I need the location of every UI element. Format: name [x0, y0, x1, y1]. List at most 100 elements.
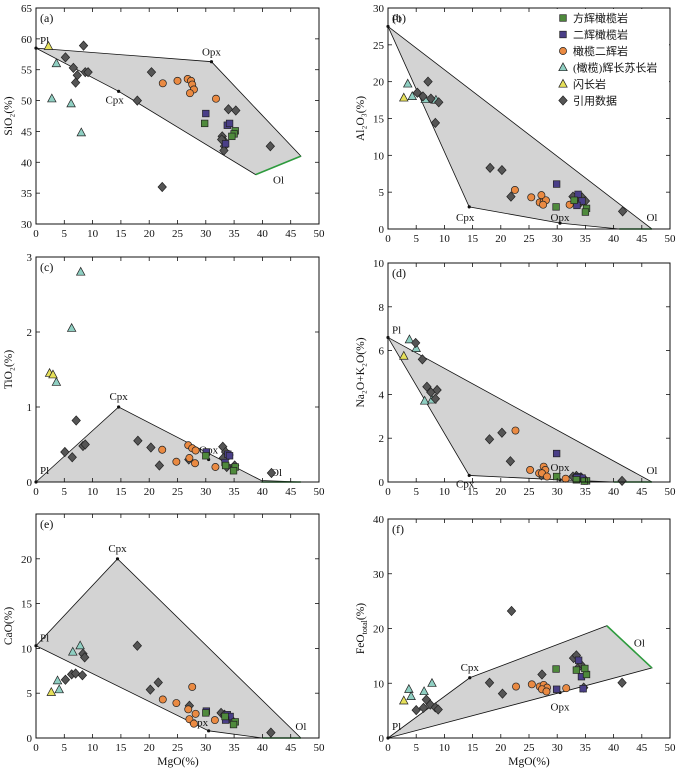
- vertex-dot: [115, 557, 120, 561]
- data-point: [132, 640, 142, 651]
- vertex-dot: [468, 676, 472, 680]
- data-point: [228, 132, 236, 141]
- y-tick-label: 5: [27, 688, 33, 700]
- legend-entry: 二辉橄榄岩: [573, 28, 628, 42]
- x-tick-label: 40: [608, 486, 620, 498]
- y-tick-label: 30: [21, 219, 33, 231]
- x-tick-label: 25: [172, 228, 184, 240]
- x-tick-label: 0: [385, 742, 391, 754]
- data-point: [221, 140, 230, 148]
- vertex-dot: [209, 60, 214, 64]
- x-tick-label: 20: [495, 233, 507, 245]
- y-tick-label: 10: [373, 678, 385, 690]
- data-point: [186, 89, 194, 98]
- data-point: [580, 477, 588, 485]
- x-tick-label: 40: [608, 233, 620, 245]
- data-point: [191, 709, 200, 718]
- vertex-label-opx: Opx: [551, 212, 570, 224]
- vertex-label-opx: Opx: [551, 702, 570, 714]
- y-tick-label: 15: [373, 114, 385, 126]
- x-tick-label: 50: [314, 228, 326, 240]
- data-point: [552, 685, 561, 693]
- vertex-label-ol: Ol: [646, 212, 657, 224]
- x-tick-label: 15: [115, 228, 127, 240]
- legend-entry: 方辉橄榄岩: [573, 11, 628, 25]
- legend-marker: [558, 78, 568, 88]
- data-point: [66, 98, 76, 108]
- chart-panel-b: Pl Cpx Opx Ol 0 5 10 15 20 25 30 35 40 45 50 0 5 10 15 20 25…: [355, 3, 676, 245]
- x-tick-label: 10: [87, 486, 99, 498]
- chart-panel-d: Pl Cpx Opx Ol 0 5 10 15 20 25 30 35 40 45 50 0 2 4 6 8 10 (d)…: [355, 258, 676, 498]
- data-point: [552, 203, 560, 211]
- data-point: [191, 459, 199, 468]
- data-point: [68, 646, 78, 656]
- data-point: [219, 145, 229, 156]
- vertex-label-pl: Pl: [392, 324, 401, 336]
- data-point: [172, 699, 181, 708]
- y-tick-label: 3: [27, 252, 33, 264]
- data-point: [76, 127, 87, 137]
- data-point: [527, 193, 536, 202]
- legend-marker: [558, 62, 568, 72]
- data-point: [225, 452, 234, 460]
- x-tick-label: 5: [62, 228, 68, 240]
- mineral-field-polygon: [387, 625, 653, 739]
- x-tick-label: 45: [636, 233, 648, 245]
- x-tick-label: 15: [115, 486, 127, 498]
- vertex-label-pl: Pl: [40, 633, 49, 645]
- vertex-label-ol: Ol: [271, 467, 282, 479]
- data-point: [46, 686, 57, 696]
- data-point: [80, 439, 90, 450]
- data-point: [72, 70, 82, 81]
- data-point: [71, 415, 81, 426]
- data-point: [497, 688, 508, 699]
- chart-panel-f: Pl Cpx Opx Ol 0 5 10 15 20 25 30 35 40 45 50 0 10 20 30 40 (…: [355, 514, 676, 754]
- vertex-label-cpx: Cpx: [109, 391, 128, 403]
- data-point: [617, 206, 628, 217]
- data-point: [617, 677, 627, 688]
- chart-panel-a: Pl Opx Cpx Ol 0 5 10 15 20 25 30 35 40 45 50 30 35 40 45 50…: [3, 3, 325, 240]
- data-point: [47, 93, 57, 103]
- x-tick-label: 0: [385, 233, 391, 245]
- x-tick-label: 30: [552, 742, 564, 754]
- data-point: [430, 393, 441, 404]
- data-point: [68, 62, 79, 73]
- x-tick-label: 10: [87, 228, 99, 240]
- data-point: [133, 435, 143, 446]
- data-point: [578, 197, 586, 205]
- x-tick-label: 15: [467, 742, 479, 754]
- x-tick-label: 15: [467, 486, 479, 498]
- vertex-label-cpx: Cpx: [105, 94, 124, 106]
- y-tick-label: 1: [27, 402, 33, 414]
- data-point: [229, 467, 238, 475]
- data-point: [184, 705, 193, 714]
- y-tick-label: 5: [379, 187, 385, 199]
- data-point: [146, 442, 156, 453]
- data-point: [210, 716, 219, 725]
- x-tick-label: 50: [314, 486, 326, 498]
- legend-entry: 引用数据: [573, 94, 617, 108]
- y-tick-label: 6: [379, 346, 385, 358]
- data-point: [572, 666, 581, 674]
- data-point: [537, 191, 546, 200]
- y-axis-label: FeOtotal(%): [355, 603, 369, 654]
- data-point: [189, 719, 198, 728]
- data-point: [433, 704, 443, 715]
- y-axis-label: Al₂O₃(%): [355, 96, 367, 141]
- x-tick-label: 30: [552, 486, 564, 498]
- x-tick-label: 40: [257, 742, 269, 754]
- data-point: [80, 652, 90, 663]
- data-point: [78, 40, 89, 51]
- legend-marker: [559, 47, 567, 55]
- data-point: [54, 684, 64, 694]
- y-tick-label: 20: [373, 624, 385, 636]
- data-point: [423, 76, 433, 87]
- data-point: [70, 668, 81, 679]
- x-tick-label: 40: [257, 228, 269, 240]
- data-point: [406, 691, 416, 700]
- data-point: [562, 684, 571, 693]
- data-point: [231, 105, 241, 116]
- x-tick-label: 50: [665, 742, 677, 754]
- x-tick-label: 30: [200, 742, 212, 754]
- x-tick-label: 20: [495, 486, 507, 498]
